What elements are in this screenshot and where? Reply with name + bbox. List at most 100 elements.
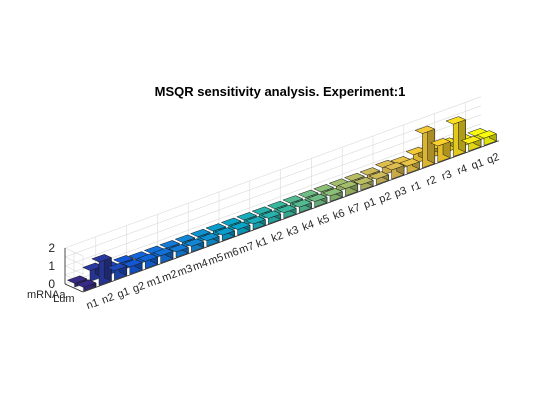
x-tick-label: q2 (485, 151, 501, 166)
bar-top-face (352, 176, 374, 186)
bar-k2-Lum (260, 210, 282, 225)
x-tick-label: m7 (237, 240, 255, 257)
x-tick-label: r4 (456, 163, 469, 178)
x-tick-label: m2 (160, 268, 178, 285)
bar-top-face (174, 234, 196, 243)
bar-top-face (429, 138, 451, 147)
x-tick-label: k5 (316, 213, 331, 228)
bar-top-face (359, 167, 381, 176)
bar-top-face (189, 228, 211, 238)
bar-top-face (66, 275, 88, 284)
bar-top-face (476, 130, 498, 139)
x-tick-label: k1 (255, 235, 270, 250)
bar-k1-Lum (245, 216, 267, 230)
x-tick-label: k2 (270, 230, 285, 245)
bar-r1-Lum (399, 158, 421, 174)
bar-top-face (368, 171, 390, 180)
y-axis (64, 283, 84, 293)
grid-line (73, 136, 490, 289)
bar-k7-Lum (337, 180, 359, 197)
bar-top-face (137, 253, 159, 262)
y-tick-label: Lum (53, 293, 74, 305)
bar-top-face (282, 195, 304, 204)
bar-top-face (343, 172, 365, 182)
x-tick-label: r2 (425, 174, 438, 189)
bar-top-face (313, 184, 335, 193)
bar-k4-Lum (291, 199, 313, 213)
x-tick-label: n2 (100, 291, 116, 306)
bar-q1-Lum (460, 135, 482, 152)
x-tick-label: n1 (85, 297, 101, 312)
bar-top-face (220, 217, 242, 226)
bar-m4-Lum (183, 238, 205, 253)
z-tick-label: 2 (48, 241, 55, 255)
bar-top-face (399, 158, 421, 167)
bar-m3-Lum (168, 244, 190, 258)
x-tick-label: k4 (301, 218, 316, 233)
chart-title: MSQR sensitivity analysis. Experiment:1 (155, 84, 406, 99)
x-tick-label: m6 (222, 246, 240, 263)
bar-r2-Lum (414, 125, 436, 169)
bar-m5-Lum (198, 232, 220, 247)
bar-top-face (414, 125, 436, 134)
bar-top-face (291, 199, 313, 208)
bar-top-face (322, 188, 344, 197)
bar-top-face (159, 240, 181, 249)
bar-top-face (229, 221, 251, 230)
bar-top-face (445, 116, 467, 125)
z-tick-label: 0 (48, 277, 55, 291)
bar-top-face (168, 244, 190, 253)
bar-top-face (245, 216, 267, 225)
y-tick-label: mRNAa (27, 289, 66, 301)
x-tick-label: r1 (409, 179, 422, 194)
bar-top-face (91, 254, 113, 263)
x-tick-label: k6 (332, 207, 347, 222)
bar-top-face (260, 210, 282, 219)
grid-line (64, 123, 481, 276)
bar-top-face (297, 189, 319, 198)
bar-top-face (198, 232, 220, 242)
bar-top-face (205, 223, 227, 232)
x-tick-label: m3 (176, 263, 194, 280)
x-tick-label: p1 (362, 196, 378, 211)
x-axis (82, 140, 499, 293)
bar-m6-Lum (214, 227, 236, 241)
bar-p2-Lum (368, 171, 390, 185)
bar-m7-Lum (229, 221, 251, 236)
bar-top-face (275, 204, 297, 214)
bar-p1-Lum (352, 176, 374, 191)
bar-m2-Lum (152, 247, 174, 264)
bar-top-face (214, 227, 236, 236)
x-tick-label: m1 (145, 274, 163, 291)
bar-top-face (251, 206, 273, 215)
x-tick-label: p3 (393, 185, 409, 200)
bar-top-face (121, 259, 143, 268)
bar-g2-Lum (121, 259, 143, 275)
bar-top-face (82, 262, 104, 271)
bar-r4-Lum (445, 116, 467, 157)
bar-top-face (266, 200, 288, 210)
bar-top-face (112, 255, 134, 264)
bar-top-face (337, 180, 359, 189)
grid (64, 96, 499, 293)
bar-top-face (152, 247, 174, 257)
bar-top-face (236, 212, 258, 221)
x-tick-label: q1 (470, 157, 486, 172)
grid-line (64, 105, 481, 258)
bar-top-face (460, 135, 482, 145)
z-tick-label: 1 (48, 259, 55, 273)
grid-line (64, 114, 481, 267)
x-tick-label: m4 (191, 257, 209, 274)
x-tick-label: k7 (347, 202, 362, 217)
bar-r3-Lum (429, 138, 451, 163)
bar-top-face (106, 262, 128, 272)
bar-m1-Lum (137, 253, 159, 269)
bar-p3-Lum (383, 162, 405, 180)
x-tick-label: g1 (116, 285, 132, 300)
bar-top-face (183, 238, 205, 247)
bars (66, 116, 498, 292)
bar-top-face (75, 279, 97, 288)
